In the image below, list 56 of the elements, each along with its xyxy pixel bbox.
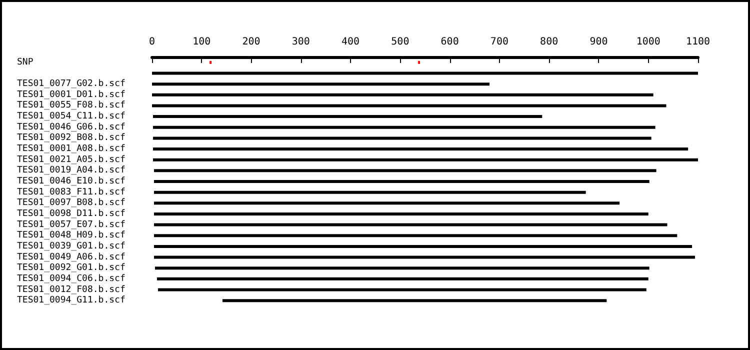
y-tick-label: TES01_0077_G02.b.scf — [17, 79, 126, 90]
x-tick-label: 400 — [342, 36, 360, 48]
bar — [152, 82, 490, 86]
bar — [154, 256, 696, 259]
x-tick-label: 600 — [440, 36, 459, 48]
bar — [154, 234, 678, 238]
y-tick-label: TES01_0046_G06.b.scf — [17, 122, 126, 132]
y-tick-label: TES01_0097_B08.b.scf — [17, 198, 126, 208]
x-tick-label: 500 — [391, 36, 410, 48]
bar — [154, 266, 650, 270]
y-tick-label: TES01_0092_G01.b.scf — [17, 263, 126, 274]
x-tick-label: 1000 — [636, 36, 660, 48]
y-tick-label: TES01_0001_D01.b.scf — [17, 90, 126, 100]
bar — [152, 93, 654, 96]
y-tick-label: TES01_0094_G11.b.scf — [17, 296, 126, 306]
bar — [152, 126, 656, 129]
y-tick-label: TES01_0019_A04.b.scf — [17, 166, 126, 176]
x-tick-label: 300 — [292, 36, 310, 48]
bar — [154, 202, 620, 205]
bar — [152, 104, 666, 108]
bar — [154, 244, 692, 248]
x-tick-label: 200 — [242, 36, 260, 48]
bar — [152, 136, 652, 140]
y-tick-label: TES01_0057_E07.b.scf — [17, 220, 126, 230]
y-tick-label: TES01_0021_A05.b.scf — [17, 154, 126, 165]
bar — [154, 212, 648, 216]
x-tick-label: 800 — [540, 36, 558, 48]
bar — [152, 115, 542, 118]
y-tick-label: TES01_0012_F08.b.scf — [17, 284, 126, 295]
y-tick-label: TES01_0039_G01.b.scf — [17, 241, 126, 252]
y-tick-label: TES01_0055_F08.b.scf — [17, 100, 126, 111]
x-tick-label: 1100 — [686, 36, 710, 48]
bar — [154, 180, 650, 183]
y-tick-label: TES01_0094_C06.b.scf — [17, 274, 126, 284]
y-tick-label: TES01_0054_C11.b.scf — [17, 112, 126, 122]
x-tick-label: 100 — [192, 36, 211, 48]
x-tick-label: 700 — [490, 36, 508, 48]
y-tick-label: TES01_0001_A08.b.scf — [17, 144, 126, 154]
bar — [222, 299, 607, 302]
y-tick-label: TES01_0092_B08.b.scf — [17, 133, 126, 144]
bar — [154, 190, 586, 194]
bar — [154, 223, 668, 226]
y-tick-label: TES01_0048_H09.b.scf — [17, 230, 126, 241]
y-tick-label: TES01_0046_E10.b.scf — [17, 176, 126, 186]
bar — [158, 288, 646, 292]
bar — [152, 148, 688, 151]
y-tick-label: TES01_0049_A06.b.scf — [17, 252, 126, 262]
bar — [156, 277, 648, 280]
y-tick-label: TES01_0083_F11.b.scf — [17, 187, 126, 198]
y-tick-label: SNP — [17, 57, 34, 68]
bar — [152, 158, 698, 162]
bar — [152, 72, 698, 75]
bar — [154, 169, 656, 172]
y-tick-label: TES01_0098_D11.b.scf — [17, 208, 126, 219]
x-tick-label: 0 — [148, 36, 156, 48]
x-tick-label: 900 — [590, 36, 608, 48]
